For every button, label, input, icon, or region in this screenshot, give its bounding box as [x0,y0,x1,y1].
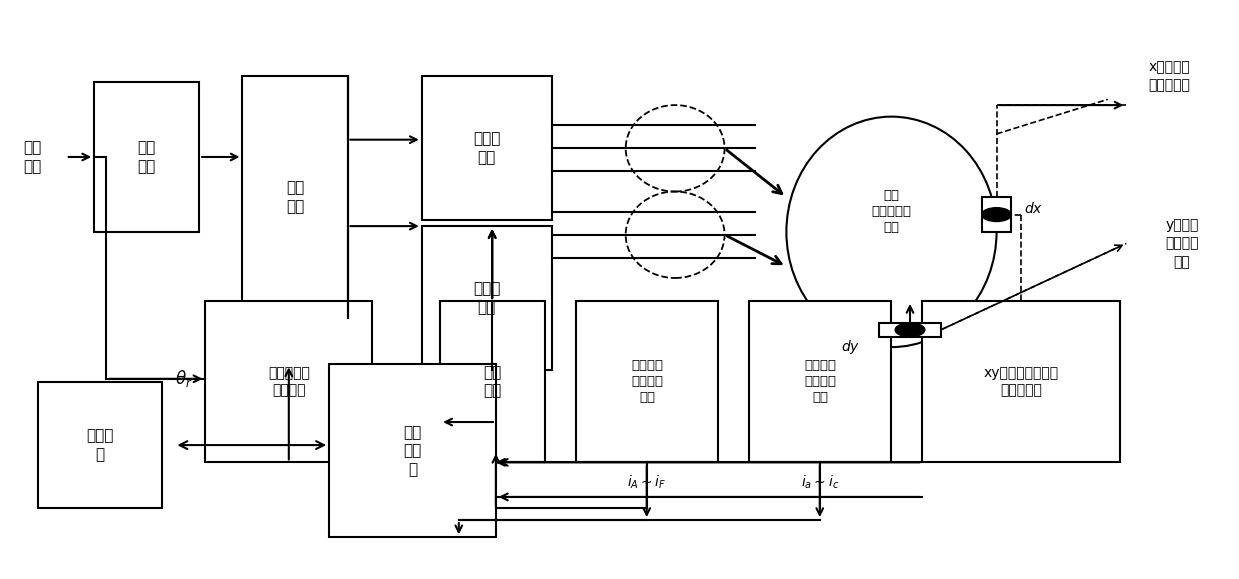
Text: $i_{A}\sim i_{F}$: $i_{A}\sim i_{F}$ [627,474,667,492]
Circle shape [981,208,1011,222]
Text: 六相逆
变器: 六相逆 变器 [473,281,501,315]
FancyBboxPatch shape [243,76,347,318]
Text: $dy$: $dy$ [841,338,860,356]
FancyBboxPatch shape [206,301,372,463]
Text: 人机接
口: 人机接 口 [87,428,114,462]
Text: $dx$: $dx$ [1023,201,1043,217]
FancyBboxPatch shape [94,82,199,232]
FancyBboxPatch shape [981,197,1011,232]
Text: 三相逆
变器: 三相逆 变器 [473,131,501,165]
FancyBboxPatch shape [421,226,551,370]
Text: 中央
控制
器: 中央 控制 器 [404,425,421,477]
Text: 六相绕组
电流采集
电路: 六相绕组 电流采集 电路 [632,359,663,404]
Text: $\theta_r$: $\theta_r$ [176,368,193,389]
FancyBboxPatch shape [330,364,496,537]
Text: y方向径
向位移传
感器: y方向径 向位移传 感器 [1165,218,1198,269]
Text: 无轴
承磁通切换
电机: 无轴 承磁通切换 电机 [871,189,912,234]
FancyBboxPatch shape [880,323,940,337]
FancyBboxPatch shape [421,76,551,221]
FancyBboxPatch shape [38,382,162,508]
FancyBboxPatch shape [440,301,545,463]
Text: x方向径向
位移传感器: x方向径向 位移传感器 [1149,60,1191,93]
Text: $i_{a}\sim i_{c}$: $i_{a}\sim i_{c}$ [800,474,839,492]
Text: 滤波
电容: 滤波 电容 [286,181,304,214]
FancyBboxPatch shape [750,301,892,463]
Text: xy方向转子径向位
移采集电路: xy方向转子径向位 移采集电路 [984,366,1059,397]
FancyBboxPatch shape [576,301,719,463]
Text: 转子位置角
检测电路: 转子位置角 检测电路 [268,366,310,397]
FancyBboxPatch shape [922,301,1120,463]
Text: 交流
电压: 交流 电压 [24,140,41,174]
Text: 三相绕组
电流采集
电路: 三相绕组 电流采集 电路 [804,359,836,404]
Text: 隔离
驱动: 隔离 驱动 [483,365,502,398]
Text: 整流
电路: 整流 电路 [138,140,156,174]
Circle shape [896,323,924,337]
Ellipse shape [787,116,996,347]
